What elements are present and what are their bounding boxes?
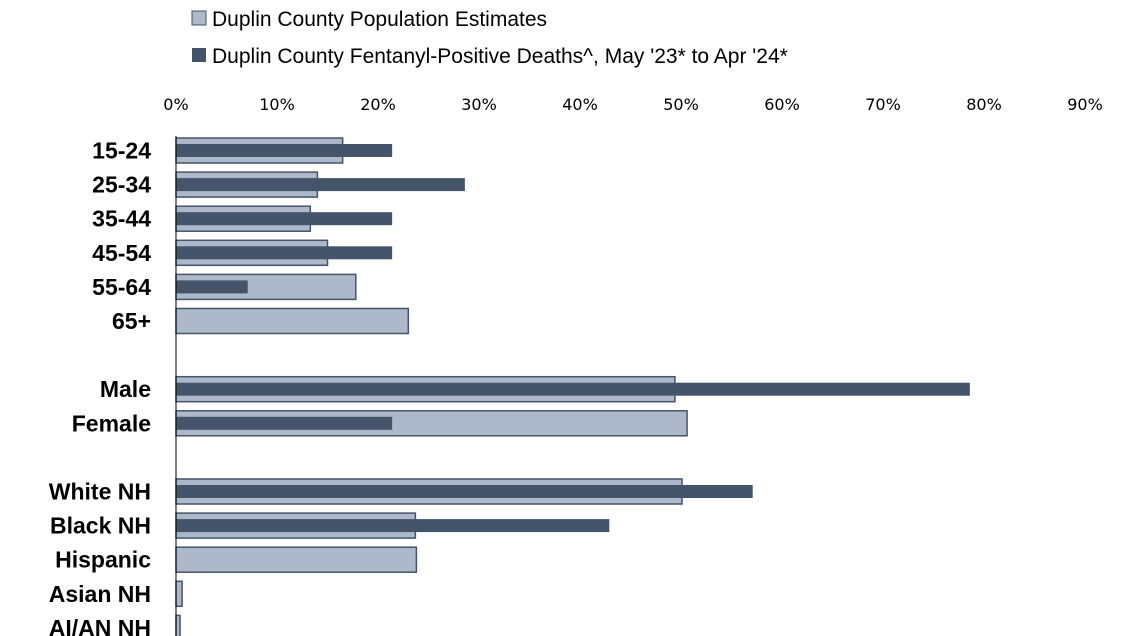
- x-tick-label: 60%: [764, 95, 800, 114]
- bar-deaths: [176, 485, 753, 498]
- x-tick-label: 0%: [163, 95, 188, 114]
- bar-population: [175, 580, 183, 608]
- x-tick-label: 20%: [360, 95, 396, 114]
- bar-deaths: [176, 519, 610, 533]
- bar-deaths: [176, 144, 393, 157]
- legend-label-deaths: Duplin County Fentanyl-Positive Deaths^,…: [212, 45, 788, 68]
- category-label: 25-34: [92, 172, 151, 198]
- x-tick-label: 70%: [865, 95, 901, 114]
- category-label: 55-64: [92, 274, 151, 300]
- x-tick-label: 80%: [966, 95, 1002, 114]
- bar-deaths: [176, 246, 393, 260]
- category-label: Hispanic: [55, 547, 151, 573]
- legend-swatch-deaths: [192, 48, 206, 62]
- category-label: Black NH: [50, 513, 151, 539]
- category-label: 65+: [112, 308, 151, 334]
- category-label: Male: [100, 376, 151, 402]
- x-tick-label: 40%: [562, 95, 598, 114]
- x-axis: 0% 10% 20% 30% 40% 50% 60% 70% 80% 90%: [163, 95, 1102, 114]
- bar-deaths: [176, 212, 393, 226]
- category-label: 45-54: [92, 240, 151, 266]
- bar-deaths: [176, 178, 465, 192]
- x-tick-label: 90%: [1067, 95, 1103, 114]
- category-labels: 15-24 25-34 35-44 45-54 55-64 65+ Male Female Wh…: [49, 138, 151, 636]
- bar-population: [175, 546, 418, 573]
- bar-population: [175, 307, 410, 335]
- bars: [175, 137, 970, 636]
- bar-deaths: [176, 382, 970, 396]
- bar-deaths: [176, 280, 248, 294]
- category-label: 15-24: [92, 138, 151, 164]
- legend-label-population: Duplin County Population Estimates: [212, 8, 547, 31]
- bar-population: [175, 614, 181, 636]
- category-label: Asian NH: [49, 581, 151, 607]
- x-tick-label: 30%: [461, 95, 497, 114]
- legend-swatch-population: [191, 10, 207, 26]
- category-label: Female: [72, 410, 151, 436]
- category-label: White NH: [49, 479, 151, 505]
- category-label: AI/AN NH: [49, 615, 151, 636]
- x-tick-label: 10%: [259, 95, 295, 114]
- legend: Duplin County Population Estimates Dupli…: [191, 8, 788, 68]
- category-label: 35-44: [92, 206, 151, 232]
- bar-deaths: [176, 416, 393, 430]
- x-tick-label: 50%: [663, 95, 699, 114]
